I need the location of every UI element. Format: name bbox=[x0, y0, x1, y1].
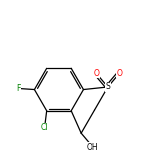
Text: F: F bbox=[16, 84, 21, 93]
Text: S: S bbox=[105, 83, 110, 92]
Text: O: O bbox=[117, 69, 123, 78]
Text: O: O bbox=[93, 69, 99, 78]
Text: Cl: Cl bbox=[41, 123, 48, 132]
Text: OH: OH bbox=[87, 143, 99, 152]
